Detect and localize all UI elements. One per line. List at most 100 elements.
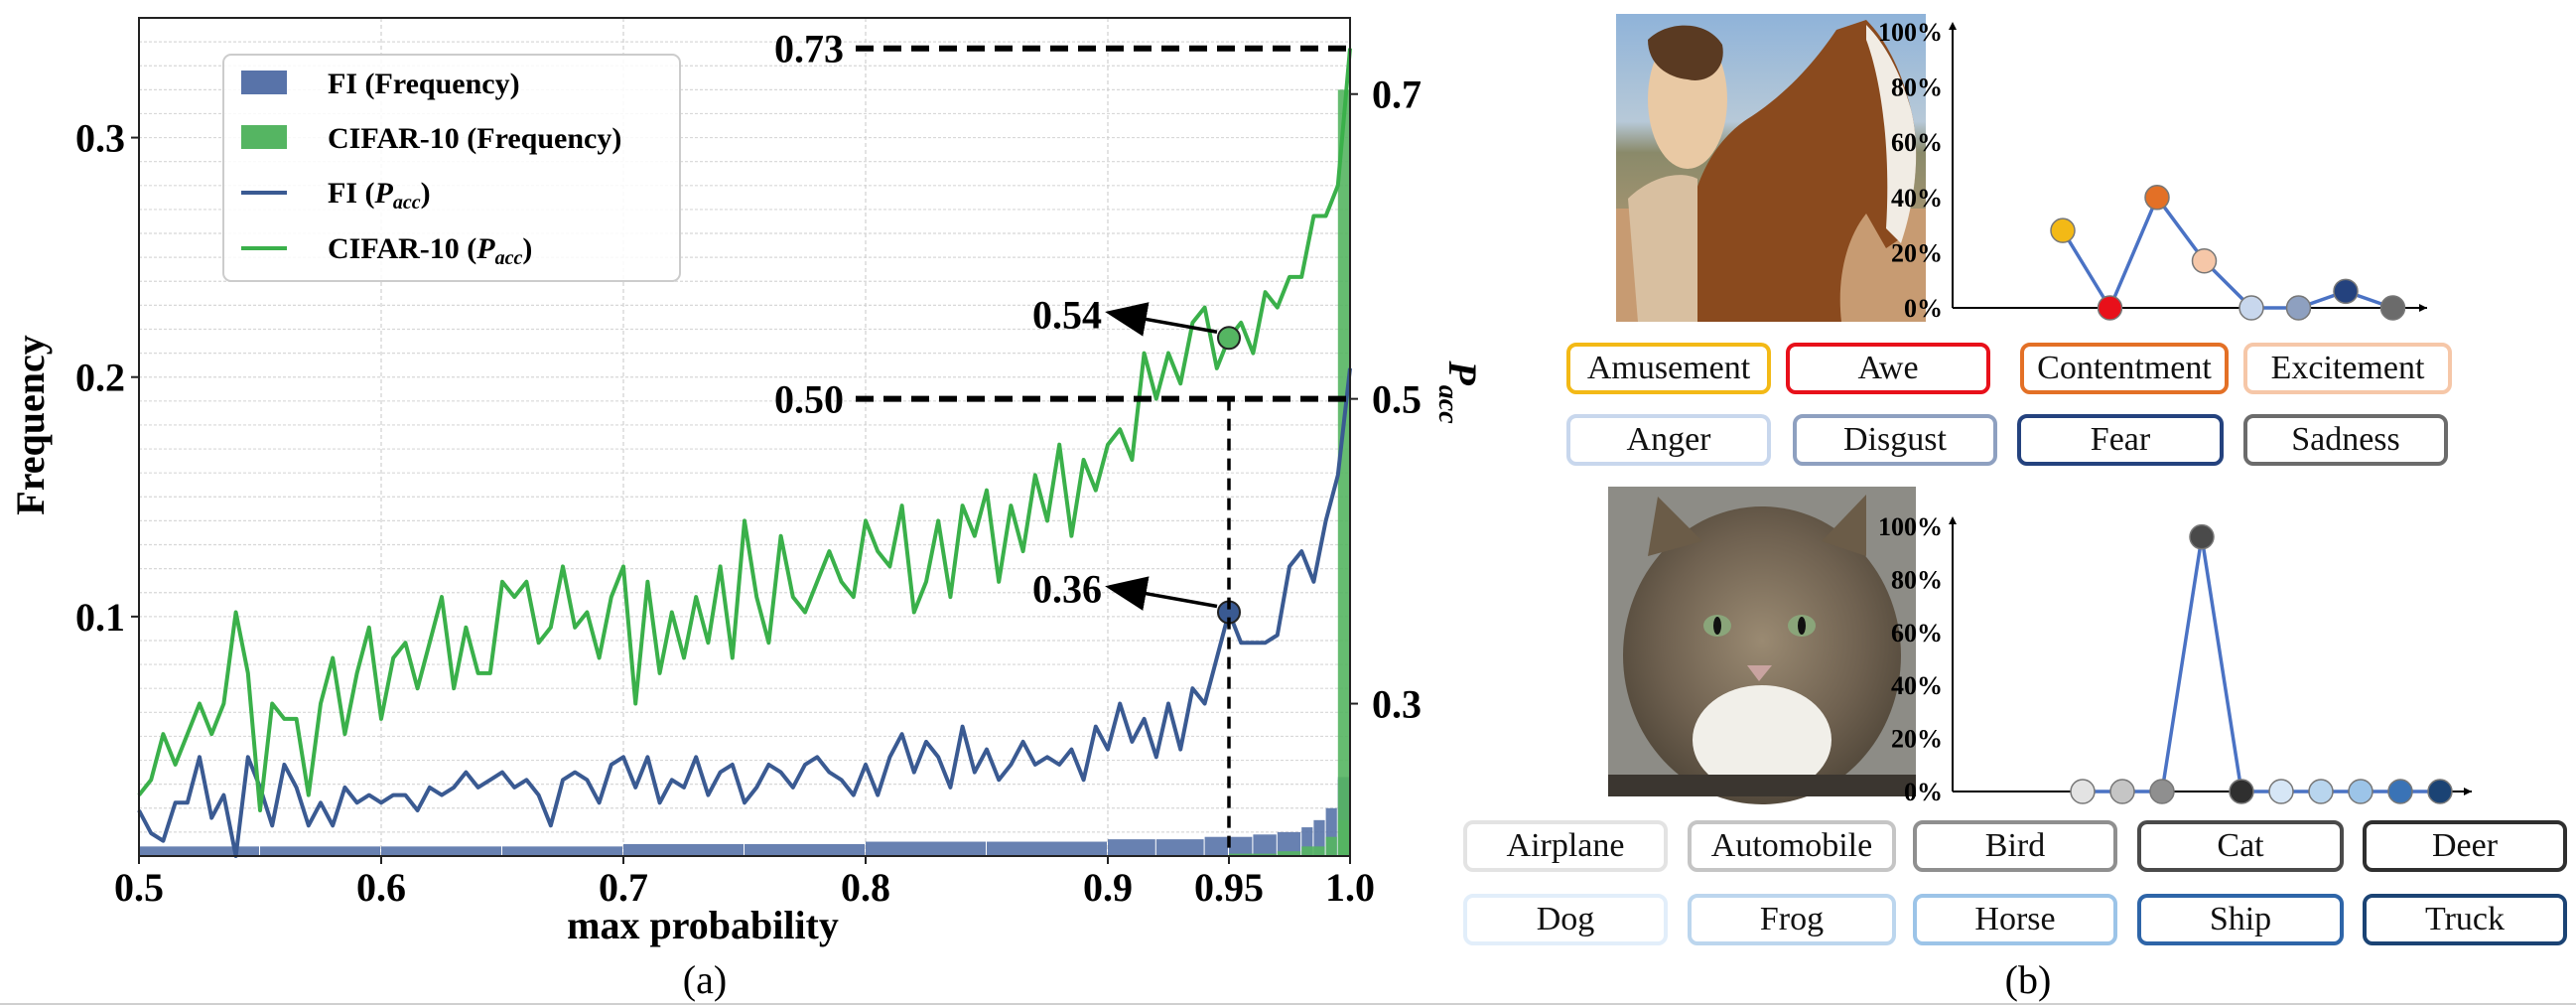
mini-point bbox=[2149, 779, 2175, 804]
annotation-arrow bbox=[1105, 576, 1218, 611]
horse-photo bbox=[1616, 14, 1926, 322]
series-line bbox=[137, 367, 1352, 858]
legend-swatch-cifar-frequency bbox=[241, 125, 287, 149]
tag-airplane: Airplane bbox=[1463, 820, 1668, 872]
tag-amusement: Amusement bbox=[1566, 343, 1771, 394]
tag-anger: Anger bbox=[1566, 414, 1771, 466]
plot-frame bbox=[138, 17, 1351, 857]
x-axis-label: max probability bbox=[567, 903, 839, 947]
bar bbox=[1277, 851, 1301, 856]
bar bbox=[1277, 831, 1301, 856]
bar bbox=[1253, 834, 1277, 856]
tag-frog: Frog bbox=[1688, 894, 1896, 945]
mini-point bbox=[2333, 278, 2359, 305]
chart-legend: FI (Frequency) CIFAR-10 (Frequency) FI (… bbox=[222, 54, 681, 282]
tag-deer: Deer bbox=[2363, 820, 2567, 872]
bottom-divider bbox=[0, 1003, 2576, 1005]
mini-point bbox=[2268, 779, 2294, 804]
bar bbox=[1325, 836, 1337, 856]
bar bbox=[1204, 836, 1228, 856]
mini-point bbox=[2285, 295, 2312, 321]
reference-value-label: 0.50 bbox=[774, 377, 844, 422]
series-line bbox=[137, 48, 1352, 812]
mini-point bbox=[2238, 295, 2264, 321]
mini-y-tick-label: 0% bbox=[1904, 778, 1943, 806]
x-tick-label: 0.95 bbox=[1194, 865, 1264, 910]
mini-point bbox=[2379, 295, 2406, 321]
tag-ship: Ship bbox=[2137, 894, 2344, 945]
tag-contentment: Contentment bbox=[2020, 343, 2229, 394]
mini-point bbox=[2097, 295, 2123, 321]
pacc-lines bbox=[137, 48, 1352, 858]
mini-point bbox=[2050, 217, 2076, 243]
tag-sadness: Sadness bbox=[2243, 414, 2448, 466]
bar bbox=[381, 846, 501, 856]
y-tick-label: 0.2 bbox=[75, 356, 125, 400]
mini-y-tick-label: 20% bbox=[1891, 725, 1943, 754]
mini-point bbox=[2144, 185, 2170, 211]
mini-point bbox=[2308, 779, 2334, 804]
bar bbox=[987, 841, 1107, 856]
mini-y-tick-label: 0% bbox=[1904, 294, 1943, 323]
bar bbox=[623, 843, 744, 856]
tag-bird: Bird bbox=[1913, 820, 2117, 872]
mini-y-arrow bbox=[1949, 22, 1957, 30]
tag-cat: Cat bbox=[2137, 820, 2344, 872]
emotion-distribution-chart: 100% 80% 60% 40% 20% 0% bbox=[1878, 18, 2427, 323]
caption-a: (a) bbox=[683, 957, 727, 1002]
x-tick-label: 0.9 bbox=[1083, 865, 1133, 910]
bar bbox=[1301, 846, 1325, 856]
bar bbox=[1301, 827, 1313, 856]
legend-label-fi-pacc: FI (Pacc) bbox=[328, 177, 431, 214]
bar bbox=[502, 846, 622, 856]
annotation-arrow bbox=[1105, 302, 1218, 337]
highlight-point bbox=[1217, 326, 1241, 351]
caption-b: (b) bbox=[2005, 957, 2052, 1002]
mini-point bbox=[2191, 247, 2218, 274]
x-tick-label: 0.7 bbox=[599, 865, 648, 910]
bar bbox=[139, 846, 259, 856]
bar bbox=[745, 843, 865, 856]
panel-b: 100% 80% 60% 40% 20% 0% 100% 80% 60% 40% 20% 0% (b… bbox=[1608, 14, 2472, 1002]
mini-x-arrow bbox=[2419, 304, 2427, 312]
tag-disgust: Disgust bbox=[1793, 414, 1997, 466]
y2-tick-label: 0.5 bbox=[1372, 377, 1422, 422]
mini-point bbox=[2387, 779, 2413, 804]
mini-y-tick-label: 20% bbox=[1891, 238, 1943, 267]
x-tick-label: 1.0 bbox=[1325, 865, 1375, 910]
bar bbox=[1229, 836, 1253, 856]
y-axis-label: Frequency bbox=[8, 335, 53, 514]
bar bbox=[866, 841, 986, 856]
y2-tick-label: 0.7 bbox=[1372, 72, 1422, 117]
mini-point bbox=[2229, 779, 2254, 804]
reference-value-label: 0.73 bbox=[774, 27, 844, 72]
legend-label-fi-frequency: FI (Frequency) bbox=[328, 68, 520, 100]
annotation-value-label: 0.36 bbox=[1032, 566, 1102, 611]
bar bbox=[260, 846, 380, 856]
bar bbox=[1155, 839, 1204, 856]
x-tick-label: 0.8 bbox=[841, 865, 890, 910]
mini-y-arrow bbox=[1949, 516, 1957, 524]
tag-awe: Awe bbox=[1786, 343, 1990, 394]
frequency-bars bbox=[139, 89, 1349, 857]
mini-point bbox=[2427, 779, 2453, 804]
y2-tick-label: 0.3 bbox=[1372, 682, 1422, 727]
mini-y-tick-label: 80% bbox=[1891, 565, 1943, 594]
mini-line bbox=[2083, 536, 2440, 793]
tag-dog: Dog bbox=[1463, 894, 1668, 945]
tag-automobile: Automobile bbox=[1688, 820, 1896, 872]
legend-label-cifar-frequency: CIFAR-10 (Frequency) bbox=[328, 122, 621, 155]
mini-x-arrow bbox=[2464, 788, 2472, 795]
axis-ticks: 0.5 0.6 0.7 0.8 0.9 0.95 1.0 0.1 0.2 0.3 0.3 0.5 0.7 bbox=[75, 72, 1422, 910]
tag-truck: Truck bbox=[2363, 894, 2567, 945]
chart-annotations: 0.73 0.50 0.54 0.36 bbox=[774, 27, 1350, 856]
mini-y-tick-label: 80% bbox=[1891, 73, 1943, 102]
mini-y-tick-label: 60% bbox=[1891, 619, 1943, 647]
x-tick-label: 0.5 bbox=[114, 865, 164, 910]
mini-y-tick-label: 60% bbox=[1891, 128, 1943, 157]
bar bbox=[1325, 807, 1337, 856]
annotation-value-label: 0.54 bbox=[1032, 292, 1102, 337]
cat-photo bbox=[1608, 487, 1916, 804]
mini-point bbox=[2109, 779, 2135, 804]
